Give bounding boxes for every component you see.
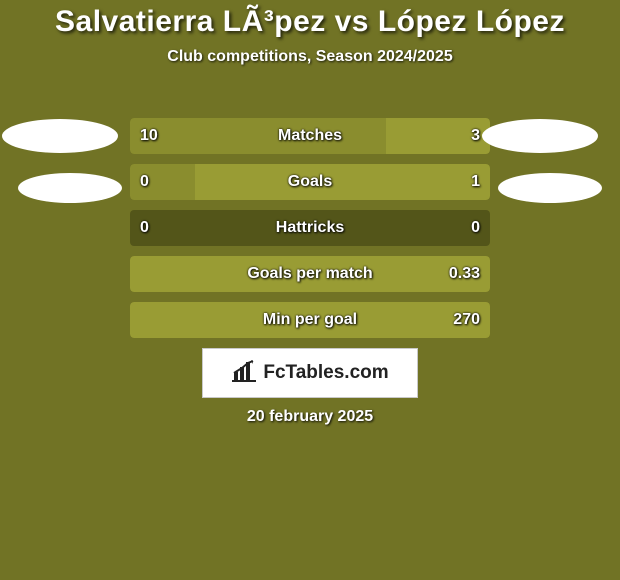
page-title: Salvatierra LÃ³pez vs López López <box>0 0 620 38</box>
stat-label: Min per goal <box>263 311 357 329</box>
stat-left-value: 0 <box>140 173 149 191</box>
stat-left-value: 10 <box>140 127 158 145</box>
stat-right-fill <box>195 164 490 200</box>
stat-row: 10 3 Matches <box>130 118 490 154</box>
page-subtitle: Club competitions, Season 2024/2025 <box>0 48 620 66</box>
player-silhouette <box>2 119 118 153</box>
stats-block: 10 3 Matches 0 1 Goals 0 0 Hattricks 0.33 Goals pe… <box>130 118 490 348</box>
snapshot-date: 20 february 2025 <box>247 408 373 426</box>
brand-badge[interactable]: FcTables.com <box>202 348 418 398</box>
stat-row: 0 0 Hattricks <box>130 210 490 246</box>
stat-right-value: 0 <box>471 219 480 237</box>
stat-right-value: 0.33 <box>449 265 480 283</box>
brand-name: FcTables.com <box>263 362 388 384</box>
stat-left-value: 0 <box>140 219 149 237</box>
stat-label: Matches <box>278 127 342 145</box>
stat-right-value: 1 <box>471 173 480 191</box>
stat-right-value: 3 <box>471 127 480 145</box>
stat-left-fill <box>130 118 386 154</box>
comparison-card: Salvatierra LÃ³pez vs López López Club c… <box>0 0 620 580</box>
player-silhouette <box>482 119 598 153</box>
bar-chart-icon <box>231 360 257 387</box>
stat-row: 0 1 Goals <box>130 164 490 200</box>
player-silhouette <box>18 173 122 203</box>
stat-label: Goals <box>288 173 332 191</box>
stat-right-value: 270 <box>453 311 480 329</box>
stat-label: Hattricks <box>276 219 344 237</box>
stat-row: 270 Min per goal <box>130 302 490 338</box>
player-silhouette <box>498 173 602 203</box>
stat-row: 0.33 Goals per match <box>130 256 490 292</box>
stat-label: Goals per match <box>247 265 372 283</box>
